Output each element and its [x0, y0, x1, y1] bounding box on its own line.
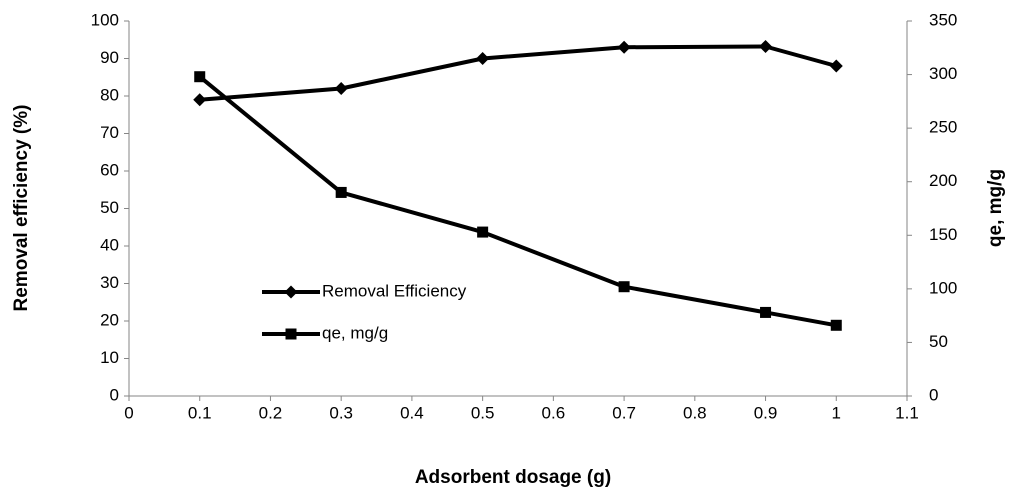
x-tick-label: 0.3: [329, 403, 353, 422]
x-tick-label: 1: [832, 403, 841, 422]
y-tick-label: 100: [91, 10, 119, 29]
y-axis-title: Removal efficiency (%): [11, 105, 32, 312]
marker: [193, 93, 207, 107]
x-tick-label: 0.1: [188, 403, 212, 422]
marker: [285, 328, 297, 340]
legend-label: Removal Efficiency: [322, 281, 467, 300]
marker: [759, 40, 773, 53]
x-tick-label: 0.8: [683, 403, 707, 422]
marker: [284, 285, 298, 299]
y-tick-label: 70: [100, 123, 119, 142]
x-tick-label: 0.4: [400, 403, 424, 422]
y-tick-label: 40: [100, 235, 119, 254]
y-tick-label: 60: [100, 160, 119, 179]
marker: [194, 71, 206, 83]
y-tick-label: 50: [100, 198, 119, 217]
marker: [829, 59, 843, 73]
y2-tick-label: 200: [929, 171, 957, 190]
series-line: [199, 44, 837, 102]
y2-tick-label: 300: [929, 64, 957, 83]
x-tick-label: 0.9: [754, 403, 778, 422]
x-tick-label: 0.6: [542, 403, 566, 422]
y2-tick-label: 100: [929, 278, 957, 297]
marker: [618, 281, 630, 293]
marker: [830, 319, 842, 331]
marker: [335, 186, 347, 198]
marker: [477, 226, 489, 238]
marker: [476, 52, 490, 65]
x-axis-title: Adsorbent dosage (g): [415, 467, 611, 488]
y2-axis-title: qe, mg/g: [985, 169, 1006, 247]
y2-tick-label: 150: [929, 225, 957, 244]
legend-label: qe, mg/g: [322, 323, 388, 342]
y-tick-label: 30: [100, 273, 119, 292]
marker: [617, 40, 631, 54]
x-tick-label: 0.2: [259, 403, 283, 422]
series-line: [198, 75, 837, 328]
x-tick-label: 0: [124, 403, 133, 422]
y-tick-label: 90: [100, 48, 119, 67]
y-tick-label: 0: [110, 385, 119, 404]
y2-tick-label: 250: [929, 118, 957, 137]
y-tick-label: 80: [100, 85, 119, 104]
x-tick-label: 0.5: [471, 403, 495, 422]
y2-tick-label: 0: [929, 385, 938, 404]
y2-tick-label: 350: [929, 10, 957, 29]
x-tick-label: 1.1: [895, 403, 919, 422]
y2-tick-label: 50: [929, 332, 948, 351]
y-tick-label: 20: [100, 310, 119, 329]
marker: [334, 82, 348, 95]
marker: [760, 306, 772, 318]
y-tick-label: 10: [100, 348, 119, 367]
x-tick-label: 0.7: [612, 403, 636, 422]
